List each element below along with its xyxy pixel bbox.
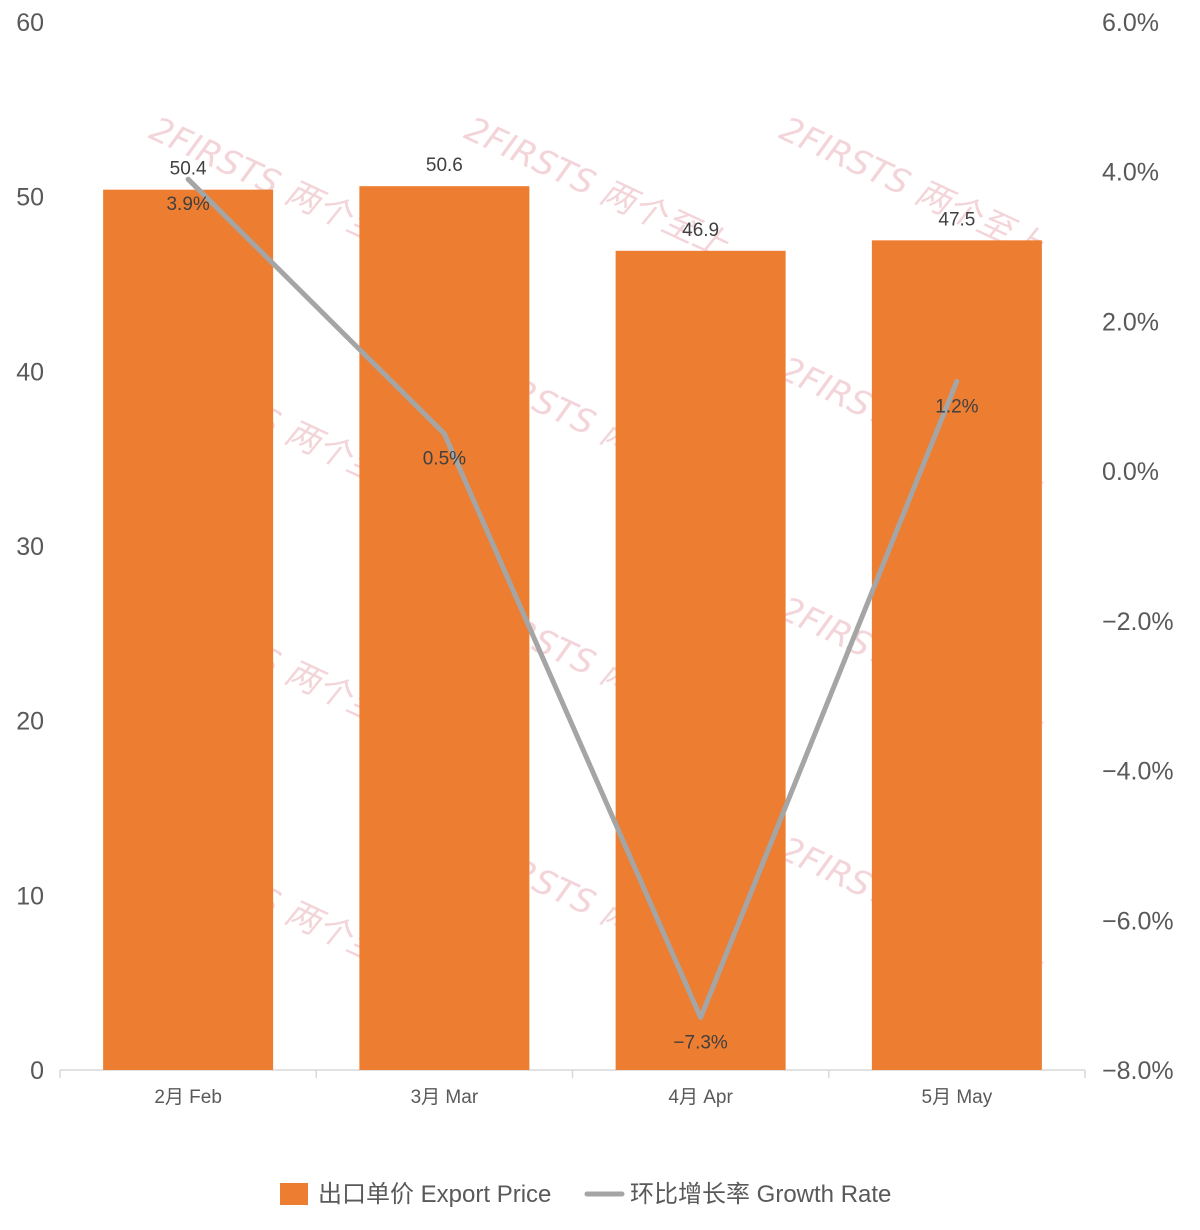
axes: 2月 Feb 3月 Mar 4月 Apr 5月 May 0 10 20 30 40 50 60 −8.… (16, 9, 1173, 1108)
data-labels: 50.4 50.6 46.9 47.5 3.9% 0.5% −7.3% 1.2% (166, 155, 978, 1053)
y-right-tick-label: −8.0% (1102, 1057, 1174, 1085)
legend-bar-label: 出口单价 Export Price (318, 1181, 551, 1208)
bar (615, 250, 786, 1070)
y-right-tick-label: −2.0% (1102, 608, 1174, 636)
y-left-tick-label: 50 (16, 184, 44, 212)
x-tick-label: 4月 Apr (668, 1087, 733, 1108)
y-left-tick-label: 40 (16, 358, 44, 386)
line-series (185, 176, 960, 1021)
line-value-label: −7.3% (673, 1033, 728, 1054)
legend-line-label: 环比增长率 Growth Rate (630, 1181, 891, 1208)
legend: 出口单价 Export Price 环比增长率 Growth Rate (280, 1181, 891, 1208)
bar-series (103, 186, 1042, 1071)
y-right-tick-label: 0.0% (1102, 458, 1159, 486)
bar (359, 186, 530, 1071)
y-right-tick-label: 6.0% (1102, 9, 1159, 37)
line-value-label: 0.5% (423, 449, 466, 470)
y-right-tick-label: −6.0% (1102, 907, 1174, 935)
y-left-tick-label: 30 (16, 533, 44, 561)
bar-value-label: 46.9 (682, 220, 719, 241)
x-tick-label: 3月 Mar (411, 1087, 479, 1108)
y-right-tick-label: 4.0% (1102, 159, 1159, 187)
bar-value-label: 47.5 (938, 209, 975, 230)
y-right-tick-label: 2.0% (1102, 308, 1159, 336)
y-left-tick-label: 10 (16, 882, 44, 910)
legend-bar-swatch (280, 1183, 308, 1205)
line-value-label: 3.9% (166, 194, 209, 215)
bar (871, 240, 1042, 1071)
y-left-tick-label: 0 (30, 1057, 44, 1085)
y-left-tick-label: 60 (16, 9, 44, 37)
line-value-label: 1.2% (935, 396, 978, 417)
y-right-tick-label: −4.0% (1102, 758, 1174, 786)
y-left-tick-label: 20 (16, 708, 44, 736)
x-tick-label: 5月 May (922, 1087, 993, 1108)
x-tick-label: 2月 Feb (154, 1087, 222, 1108)
bar (103, 189, 274, 1070)
bar-value-label: 50.6 (426, 155, 463, 176)
bar-value-label: 50.4 (170, 159, 207, 180)
growth-rate-line (185, 176, 960, 1021)
